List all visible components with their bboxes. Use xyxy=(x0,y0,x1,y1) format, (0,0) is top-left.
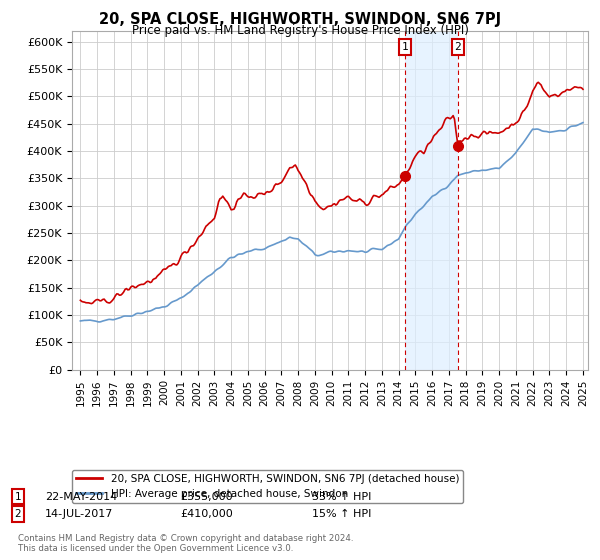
Text: 20, SPA CLOSE, HIGHWORTH, SWINDON, SN6 7PJ: 20, SPA CLOSE, HIGHWORTH, SWINDON, SN6 7… xyxy=(99,12,501,27)
Text: 2: 2 xyxy=(14,509,22,519)
Text: 1: 1 xyxy=(14,492,22,502)
Bar xyxy=(405,31,458,370)
Text: Price paid vs. HM Land Registry's House Price Index (HPI): Price paid vs. HM Land Registry's House … xyxy=(131,24,469,37)
Text: 2: 2 xyxy=(454,42,461,52)
Text: Contains HM Land Registry data © Crown copyright and database right 2024.
This d: Contains HM Land Registry data © Crown c… xyxy=(18,534,353,553)
Text: 15% ↑ HPI: 15% ↑ HPI xyxy=(312,509,371,519)
Text: 14-JUL-2017: 14-JUL-2017 xyxy=(45,509,113,519)
Legend: 20, SPA CLOSE, HIGHWORTH, SWINDON, SN6 7PJ (detached house), HPI: Average price,: 20, SPA CLOSE, HIGHWORTH, SWINDON, SN6 7… xyxy=(72,470,463,503)
Text: 1: 1 xyxy=(401,42,409,52)
Text: 22-MAY-2014: 22-MAY-2014 xyxy=(45,492,117,502)
Text: 33% ↑ HPI: 33% ↑ HPI xyxy=(312,492,371,502)
Text: £355,000: £355,000 xyxy=(180,492,233,502)
Text: £410,000: £410,000 xyxy=(180,509,233,519)
